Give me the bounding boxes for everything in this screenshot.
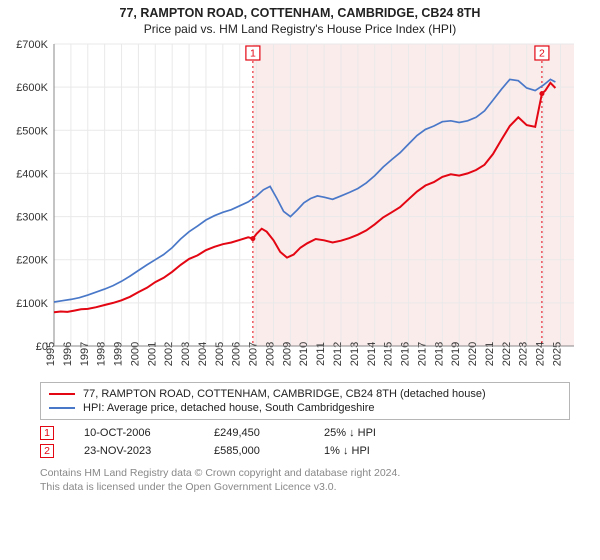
legend-swatch xyxy=(49,407,75,409)
svg-text:£400K: £400K xyxy=(16,168,48,180)
svg-text:1995: 1995 xyxy=(45,342,57,366)
svg-text:2000: 2000 xyxy=(129,342,141,366)
transaction-row: 1 10-OCT-2006 £249,450 25% ↓ HPI xyxy=(40,424,570,442)
svg-text:1997: 1997 xyxy=(79,342,91,366)
legend-item: 77, RAMPTON ROAD, COTTENHAM, CAMBRIDGE, … xyxy=(49,387,561,401)
svg-text:2016: 2016 xyxy=(400,342,412,366)
transaction-price: £585,000 xyxy=(214,445,294,457)
svg-text:£200K: £200K xyxy=(16,255,48,267)
legend-label: 77, RAMPTON ROAD, COTTENHAM, CAMBRIDGE, … xyxy=(83,388,486,400)
svg-text:2012: 2012 xyxy=(332,342,344,366)
svg-text:2006: 2006 xyxy=(231,342,243,366)
svg-text:2018: 2018 xyxy=(433,342,445,366)
svg-text:2022: 2022 xyxy=(501,342,513,366)
svg-text:2008: 2008 xyxy=(264,342,276,366)
transaction-marker: 2 xyxy=(40,444,54,458)
svg-text:£300K: £300K xyxy=(16,212,48,224)
svg-text:2023: 2023 xyxy=(518,342,530,366)
svg-text:1: 1 xyxy=(250,47,256,59)
transaction-hpi-delta: 1% ↓ HPI xyxy=(324,445,370,457)
chart-title: 77, RAMPTON ROAD, COTTENHAM, CAMBRIDGE, … xyxy=(8,6,592,20)
svg-text:1999: 1999 xyxy=(113,342,125,366)
svg-text:2: 2 xyxy=(539,47,545,59)
attribution-line: This data is licensed under the Open Gov… xyxy=(40,480,570,494)
svg-text:2007: 2007 xyxy=(248,342,260,366)
svg-text:2002: 2002 xyxy=(163,342,175,366)
svg-text:2017: 2017 xyxy=(416,342,428,366)
transaction-marker: 1 xyxy=(40,426,54,440)
svg-text:2004: 2004 xyxy=(197,342,209,366)
svg-text:£100K: £100K xyxy=(16,298,48,310)
svg-text:2024: 2024 xyxy=(535,342,547,366)
price-chart: £0£100K£200K£300K£400K£500K£600K£700K199… xyxy=(6,38,590,378)
svg-text:2014: 2014 xyxy=(366,342,378,366)
svg-text:2019: 2019 xyxy=(450,342,462,366)
svg-text:2013: 2013 xyxy=(349,342,361,366)
svg-text:2021: 2021 xyxy=(484,342,496,366)
svg-text:£700K: £700K xyxy=(16,39,48,51)
svg-text:2010: 2010 xyxy=(298,342,310,366)
legend-label: HPI: Average price, detached house, Sout… xyxy=(83,402,374,414)
legend: 77, RAMPTON ROAD, COTTENHAM, CAMBRIDGE, … xyxy=(40,382,570,420)
legend-item: HPI: Average price, detached house, Sout… xyxy=(49,401,561,415)
attribution-line: Contains HM Land Registry data © Crown c… xyxy=(40,466,570,480)
svg-text:1998: 1998 xyxy=(96,342,108,366)
chart-subtitle: Price paid vs. HM Land Registry's House … xyxy=(8,22,592,36)
legend-swatch xyxy=(49,393,75,395)
transaction-hpi-delta: 25% ↓ HPI xyxy=(324,427,376,439)
svg-text:2020: 2020 xyxy=(467,342,479,366)
svg-text:£500K: £500K xyxy=(16,125,48,137)
svg-text:2003: 2003 xyxy=(180,342,192,366)
transaction-date: 10-OCT-2006 xyxy=(84,427,184,439)
svg-text:2001: 2001 xyxy=(146,342,158,366)
svg-text:2009: 2009 xyxy=(281,342,293,366)
transaction-price: £249,450 xyxy=(214,427,294,439)
svg-text:£600K: £600K xyxy=(16,82,48,94)
svg-text:2015: 2015 xyxy=(383,342,395,366)
attribution: Contains HM Land Registry data © Crown c… xyxy=(40,466,570,494)
transactions-table: 1 10-OCT-2006 £249,450 25% ↓ HPI 2 23-NOV-202… xyxy=(40,424,570,460)
transaction-date: 23-NOV-2023 xyxy=(84,445,184,457)
transaction-row: 2 23-NOV-2023 £585,000 1% ↓ HPI xyxy=(40,442,570,460)
svg-text:2005: 2005 xyxy=(214,342,226,366)
svg-text:1996: 1996 xyxy=(62,342,74,366)
svg-text:2025: 2025 xyxy=(551,342,563,366)
